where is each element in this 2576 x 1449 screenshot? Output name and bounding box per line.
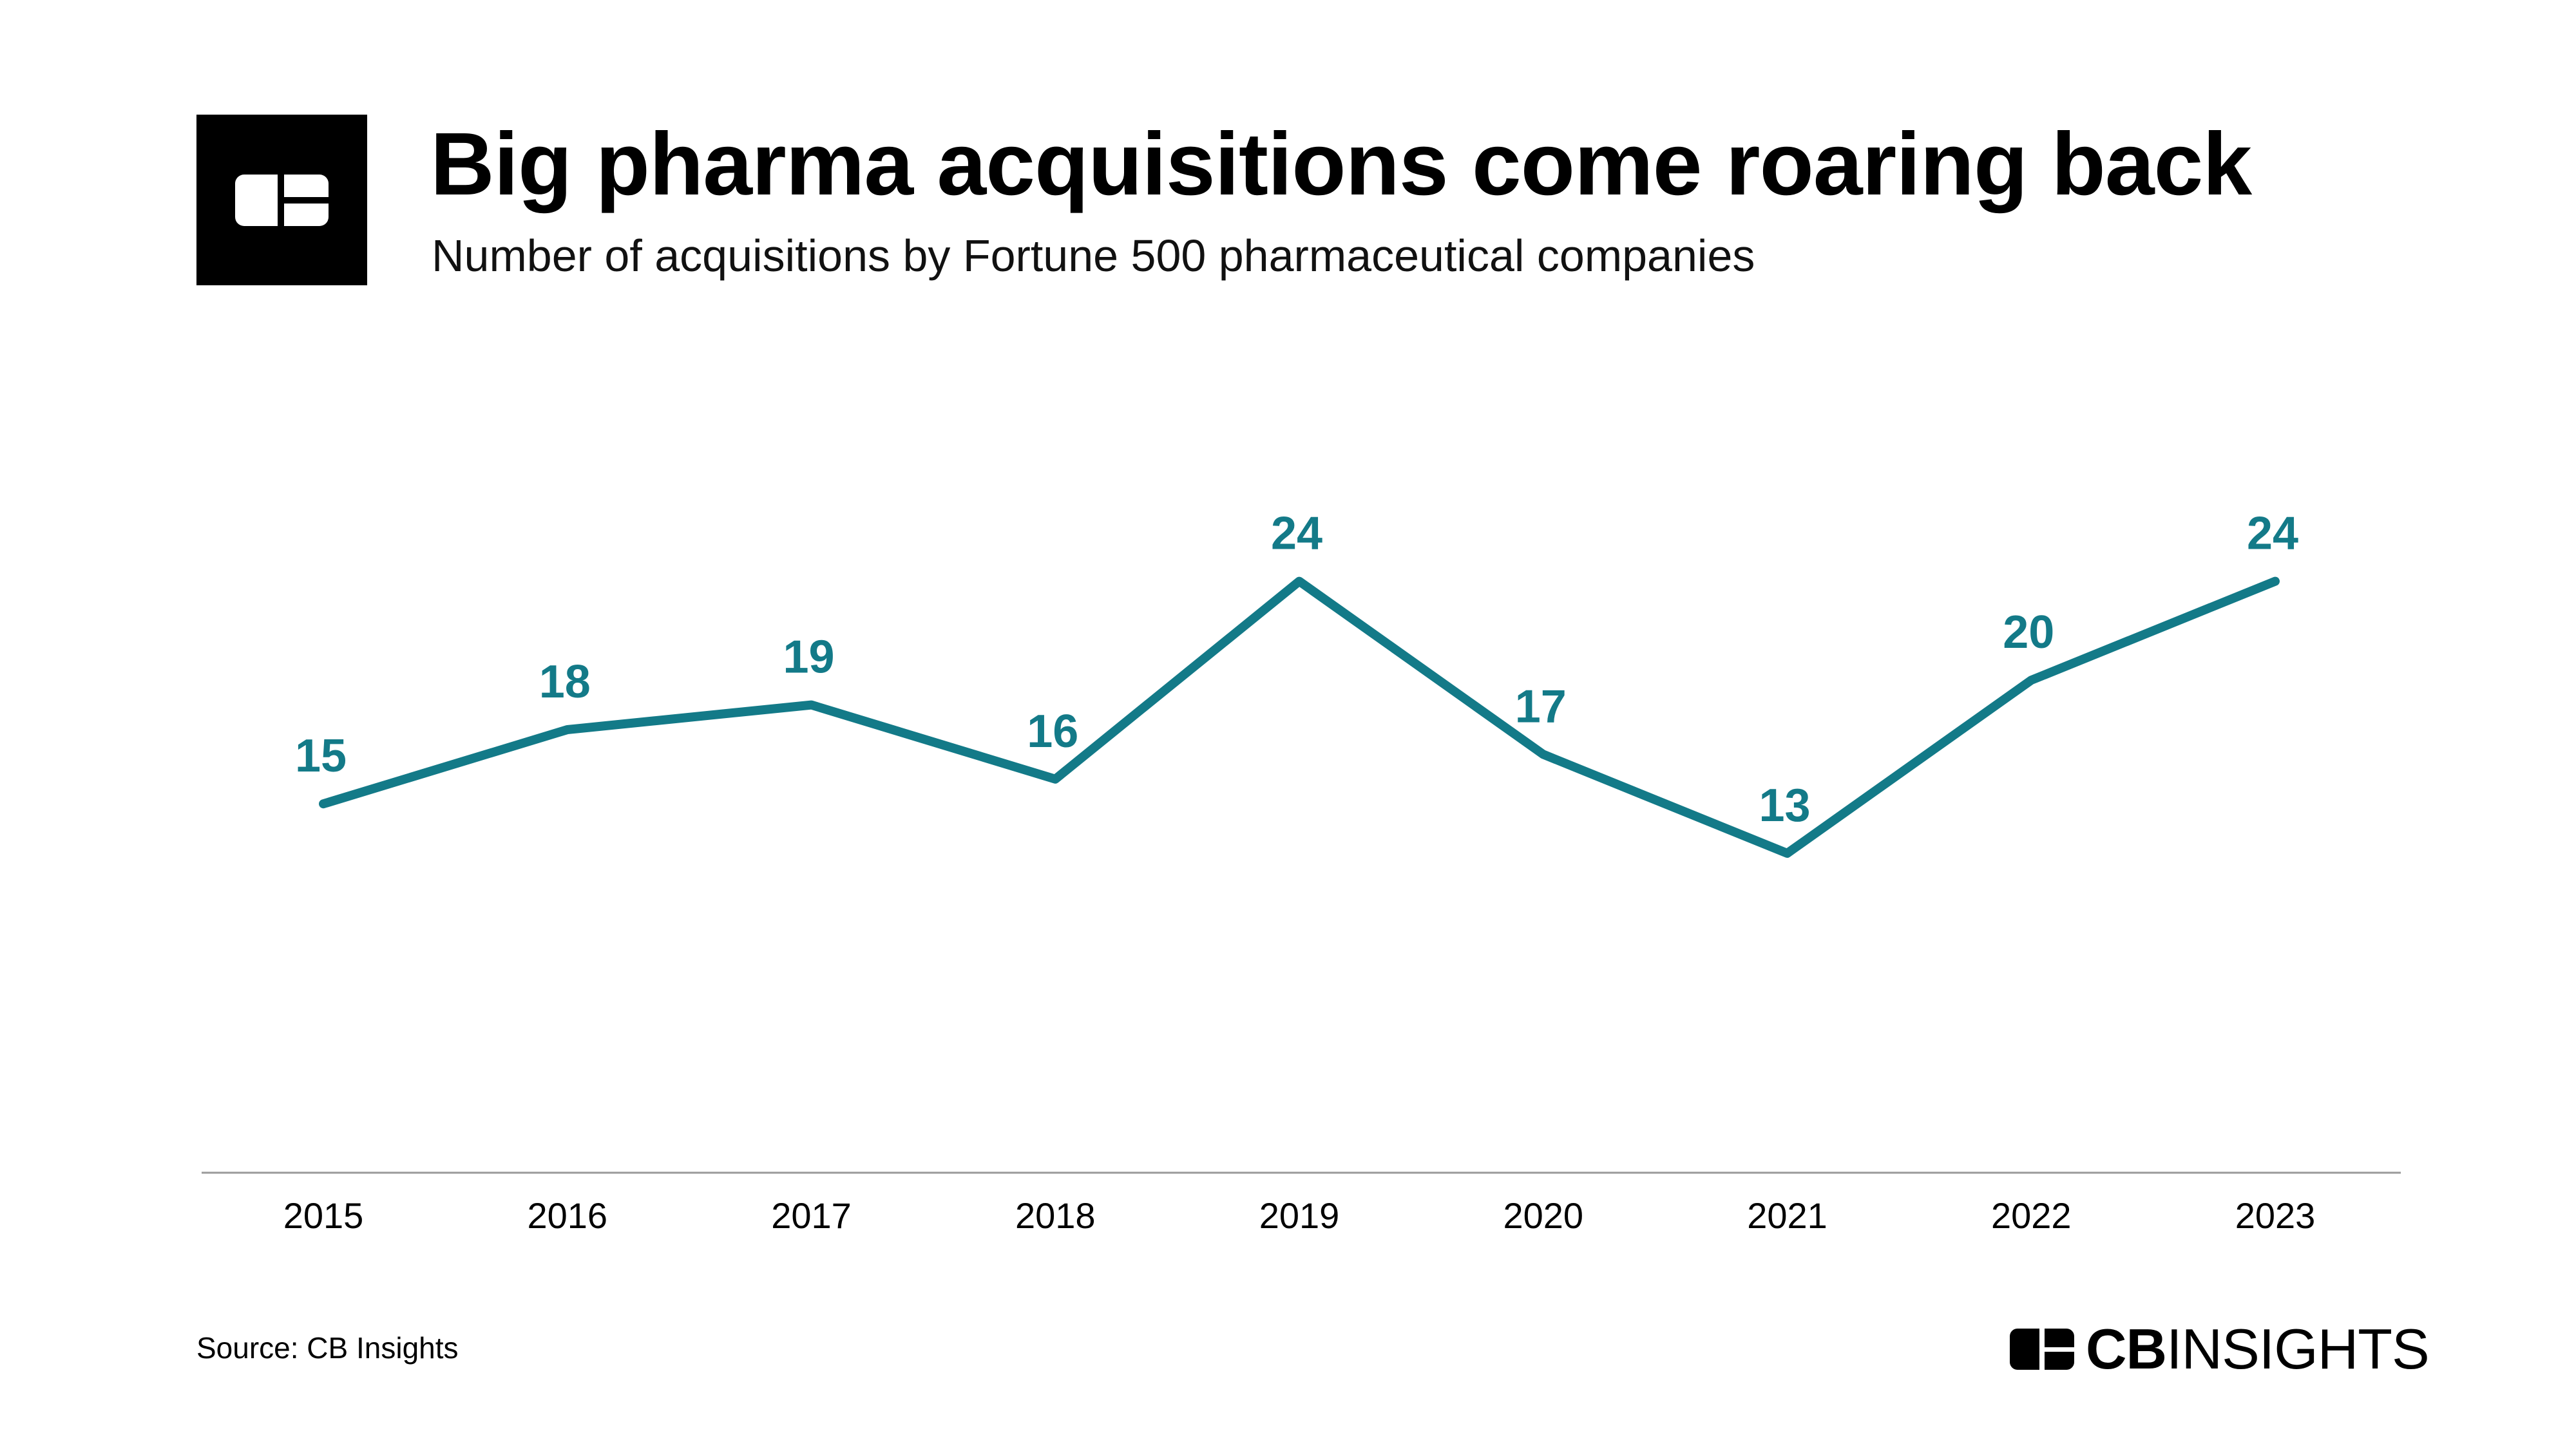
data-label: 17 xyxy=(1515,681,1567,732)
x-tick-label: 2021 xyxy=(1747,1195,1827,1236)
brand-cb-text: CB xyxy=(2086,1317,2167,1381)
x-tick-label: 2017 xyxy=(771,1195,852,1236)
cb-insights-brand: CBINSIGHTS xyxy=(2010,1317,2430,1381)
series-line xyxy=(319,576,2280,858)
chart-title: Big pharma acquisitions come roaring bac… xyxy=(430,115,2252,214)
x-tick-label: 2022 xyxy=(1991,1195,2072,1236)
chart-subtitle: Number of acquisitions by Fortune 500 ph… xyxy=(432,231,1755,281)
data-labels: 15 18 19 16 24 17 13 20 24 xyxy=(295,508,2298,831)
brand-insights-text: INSIGHTS xyxy=(2166,1317,2430,1381)
data-label: 15 xyxy=(295,730,347,782)
data-label: 20 xyxy=(2003,607,2054,658)
x-tick-label: 2016 xyxy=(527,1195,607,1236)
data-label: 18 xyxy=(539,656,591,708)
data-label: 24 xyxy=(1271,508,1322,560)
x-tick-label: 2015 xyxy=(283,1195,364,1236)
x-tick-label: 2019 xyxy=(1259,1195,1340,1236)
data-label: 16 xyxy=(1027,706,1078,757)
source-note: Source: CB Insights xyxy=(196,1331,459,1365)
x-axis-tick-labels: 2015 2016 2017 2018 2019 2020 2021 2022 2023 xyxy=(283,1195,2316,1236)
data-label: 24 xyxy=(2247,508,2298,560)
data-label: 13 xyxy=(1759,780,1810,831)
x-tick-label: 2023 xyxy=(2235,1195,2316,1236)
cb-mark-icon xyxy=(235,175,329,226)
x-tick-label: 2018 xyxy=(1015,1195,1096,1236)
x-tick-label: 2020 xyxy=(1503,1195,1583,1236)
cb-logo-tile xyxy=(196,115,367,285)
data-label: 19 xyxy=(783,632,834,683)
cb-brand-icon xyxy=(2010,1329,2074,1370)
